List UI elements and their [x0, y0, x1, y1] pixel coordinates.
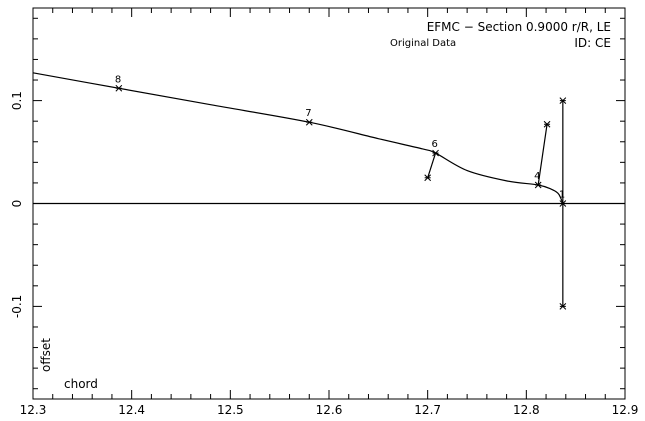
data-point-marker	[432, 149, 439, 157]
x-axis-label: chord	[64, 377, 98, 391]
x-tick-label: 12.4	[118, 403, 145, 417]
normal-end-marker	[424, 174, 432, 182]
normal-end-marker	[543, 120, 551, 128]
y-tick-label: 0.1	[10, 91, 24, 110]
data-point-label: 6	[432, 139, 438, 150]
x-tick-label: 12.7	[414, 403, 441, 417]
chart-id-label: ID: CE	[574, 36, 611, 50]
markers: 8 7 6 4 1	[115, 74, 567, 310]
x-tick-label: 12.5	[217, 403, 244, 417]
y-axis-label: offset	[39, 338, 53, 372]
normal-end-marker	[559, 303, 567, 310]
data-point-marker	[534, 181, 542, 189]
data-point-label: 4	[534, 171, 540, 182]
x-tick-label: 12.3	[20, 403, 47, 417]
ticks	[32, 8, 626, 399]
data-point-marker	[115, 84, 123, 92]
tick-labels: 12.3 12.4 12.5 12.6 12.7 12.8 12.9 -0.1 0 0.1	[10, 91, 638, 417]
x-tick-label: 12.6	[316, 403, 343, 417]
normal-line	[427, 152, 437, 178]
normal-line	[537, 124, 548, 186]
y-tick-label: 0	[10, 200, 24, 208]
series	[32, 72, 625, 307]
x-tick-label: 12.8	[513, 403, 540, 417]
x-tick-label: 12.9	[612, 403, 639, 417]
section-curve	[32, 72, 564, 204]
chart-title: EFMC − Section 0.9000 r/R, LE	[427, 20, 611, 34]
data-point-label: 8	[115, 74, 121, 85]
data-point-marker	[305, 118, 313, 126]
data-point-label: 7	[305, 108, 311, 119]
data-point-marker	[559, 200, 567, 207]
normal-end-marker	[559, 97, 567, 104]
chart-subtitle: Original Data	[390, 38, 456, 49]
y-tick-label: -0.1	[10, 295, 24, 318]
data-point-label: 1	[559, 190, 565, 201]
